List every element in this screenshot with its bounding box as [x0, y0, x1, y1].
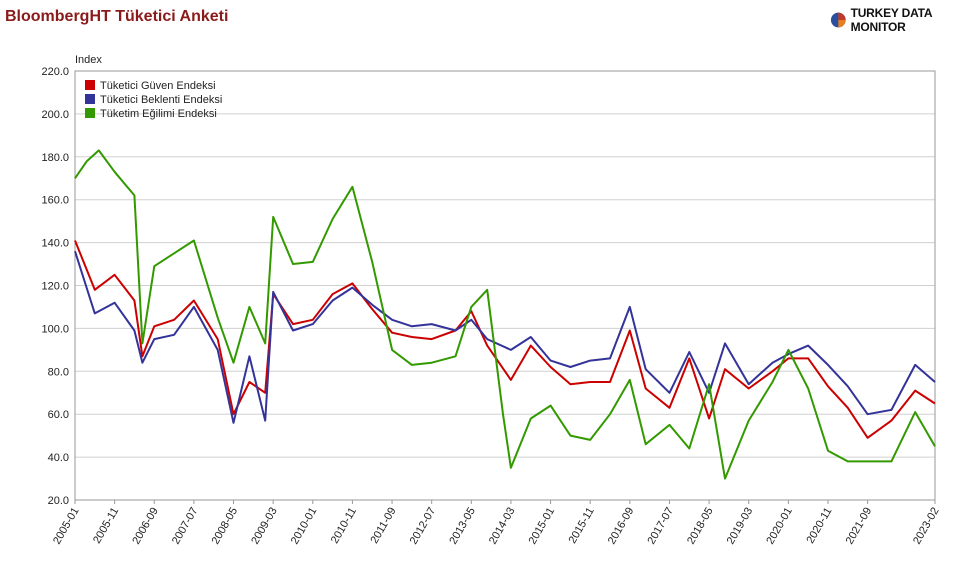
legend-swatch [85, 94, 95, 104]
pie-globe-icon [830, 12, 846, 28]
x-tick-label: 2014-03 [487, 506, 518, 547]
x-tick-label: 2005-11 [91, 506, 121, 546]
y-tick-label: 60.0 [48, 409, 69, 421]
x-tick-label: 2006-09 [130, 506, 161, 547]
y-tick-label: 120.0 [41, 281, 69, 293]
x-tick-label: 2015-11 [567, 506, 597, 546]
x-tick-label: 2012-07 [408, 506, 439, 547]
legend-swatch [85, 108, 95, 118]
y-tick-label: 140.0 [41, 238, 69, 250]
x-tick-label: 2010-11 [329, 506, 359, 546]
y-tick-label: 160.0 [41, 195, 69, 207]
series-line-2 [74, 250, 936, 424]
y-tick-label: 40.0 [48, 452, 69, 464]
x-tick-label: 2011-09 [368, 506, 398, 546]
legend-label: Tüketici Güven Endeksi [100, 80, 216, 92]
x-tick-label: 2020-11 [804, 506, 834, 546]
brand-logo: TURKEY DATA MONITOR [830, 6, 979, 34]
legend-swatch [85, 80, 95, 90]
plot-frame [74, 70, 936, 501]
series-line-3 [74, 149, 936, 480]
x-tick-label: 2007-07 [170, 506, 201, 547]
y-tick-label: 180.0 [41, 152, 69, 164]
y-tick-label: 20.0 [48, 495, 69, 507]
x-tick-label: 2009-03 [249, 506, 280, 547]
y-tick-label: 80.0 [48, 366, 69, 378]
legend: Tüketici Güven Endeksi Tüketici Beklenti … [85, 80, 222, 120]
x-tick-label: 2005-01 [51, 506, 82, 547]
x-tick-label: 2019-03 [725, 506, 756, 547]
y-tick-label: 100.0 [41, 323, 69, 335]
series-lines [74, 149, 936, 480]
y-tick-labels: 20.0 40.0 60.0 80.0 100.0 120.0 140.0 160.0 180.… [41, 66, 69, 507]
x-tick-label: 2020-01 [764, 506, 795, 547]
y-axis-label: Index [75, 54, 102, 66]
x-tick-label: 2016-09 [606, 506, 637, 547]
x-tick-labels: 2005-01 2005-11 2006-09 2007-07 2008-05 2009-… [51, 500, 942, 546]
brand-name: TURKEY DATA MONITOR [850, 6, 933, 34]
y-tick-label: 220.0 [41, 66, 69, 78]
x-tick-label: 2010-01 [289, 506, 320, 547]
y-tick-label: 200.0 [41, 109, 69, 121]
x-tick-label: 2013-05 [447, 506, 478, 547]
x-tick-label: 2008-05 [210, 506, 241, 547]
x-tick-label: 2023-02 [911, 506, 942, 547]
legend-label: Tüketim Eğilimi Endeksi [100, 108, 217, 120]
x-tick-label: 2015-01 [527, 506, 558, 547]
grid-lines [75, 70, 935, 501]
x-tick-label: 2018-05 [685, 506, 716, 547]
legend-label: Tüketici Beklenti Endeksi [100, 94, 222, 106]
x-tick-label: 2021-09 [844, 506, 875, 547]
x-tick-label: 2017-07 [645, 506, 676, 547]
chart-title: BloombergHT Tüketici Anketi [5, 8, 229, 25]
